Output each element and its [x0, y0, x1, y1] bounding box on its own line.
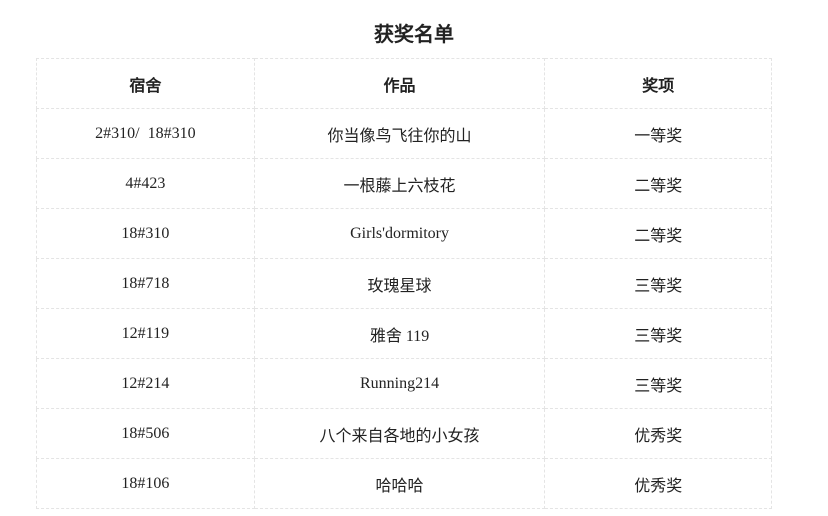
table-row: 18#718 玫瑰星球 三等奖 [36, 258, 772, 309]
work-cell: 八个来自各地的小女孩 [253, 408, 546, 459]
work-cell: Running214 [253, 358, 546, 409]
work-cell: 玫瑰星球 [253, 258, 546, 309]
dorm-cell: 4#423 [36, 158, 255, 209]
table-row: 18#310 Girls'dormitory 二等奖 [36, 208, 772, 259]
award-cell: 二等奖 [544, 158, 772, 209]
header-row: 宿舍 作品 奖项 [36, 58, 772, 109]
work-cell: 哈哈哈 [253, 458, 546, 509]
award-cell: 二等奖 [544, 208, 772, 259]
work-cell: 雅舍 119 [253, 308, 546, 359]
award-cell: 优秀奖 [544, 408, 772, 459]
dorm-cell: 2#310/ 18#310 [36, 108, 255, 159]
awards-table: 宿舍 作品 奖项 2#310/ 18#310 你当像鸟飞往你的山 一等奖 4#423 一… [36, 58, 772, 509]
dorm-cell: 18#310 [36, 208, 255, 259]
work-cell: 一根藤上六枝花 [253, 158, 546, 209]
dorm-cell: 12#119 [36, 308, 255, 359]
award-cell: 优秀奖 [544, 458, 772, 509]
award-cell: 一等奖 [544, 108, 772, 159]
header-award: 奖项 [544, 58, 772, 109]
dorm-cell: 12#214 [36, 358, 255, 409]
page-title: 获奖名单 [374, 22, 454, 46]
dorm-cell: 18#106 [36, 458, 255, 509]
award-cell: 三等奖 [544, 308, 772, 359]
table-row: 12#119 雅舍 119 三等奖 [36, 308, 772, 359]
award-cell: 三等奖 [544, 258, 772, 309]
dorm-cell: 18#506 [36, 408, 255, 459]
table-row: 18#506 八个来自各地的小女孩 优秀奖 [36, 408, 772, 459]
dorm-cell: 18#718 [36, 258, 255, 309]
table-row: 2#310/ 18#310 你当像鸟飞往你的山 一等奖 [36, 108, 772, 159]
table-row: 12#214 Running214 三等奖 [36, 358, 772, 409]
work-cell: Girls'dormitory [253, 208, 546, 259]
table-row: 18#106 哈哈哈 优秀奖 [36, 458, 772, 509]
work-cell: 你当像鸟飞往你的山 [253, 108, 546, 159]
table-row: 4#423 一根藤上六枝花 二等奖 [36, 158, 772, 209]
award-cell: 三等奖 [544, 358, 772, 409]
header-dorm: 宿舍 [36, 58, 255, 109]
header-work: 作品 [253, 58, 546, 109]
